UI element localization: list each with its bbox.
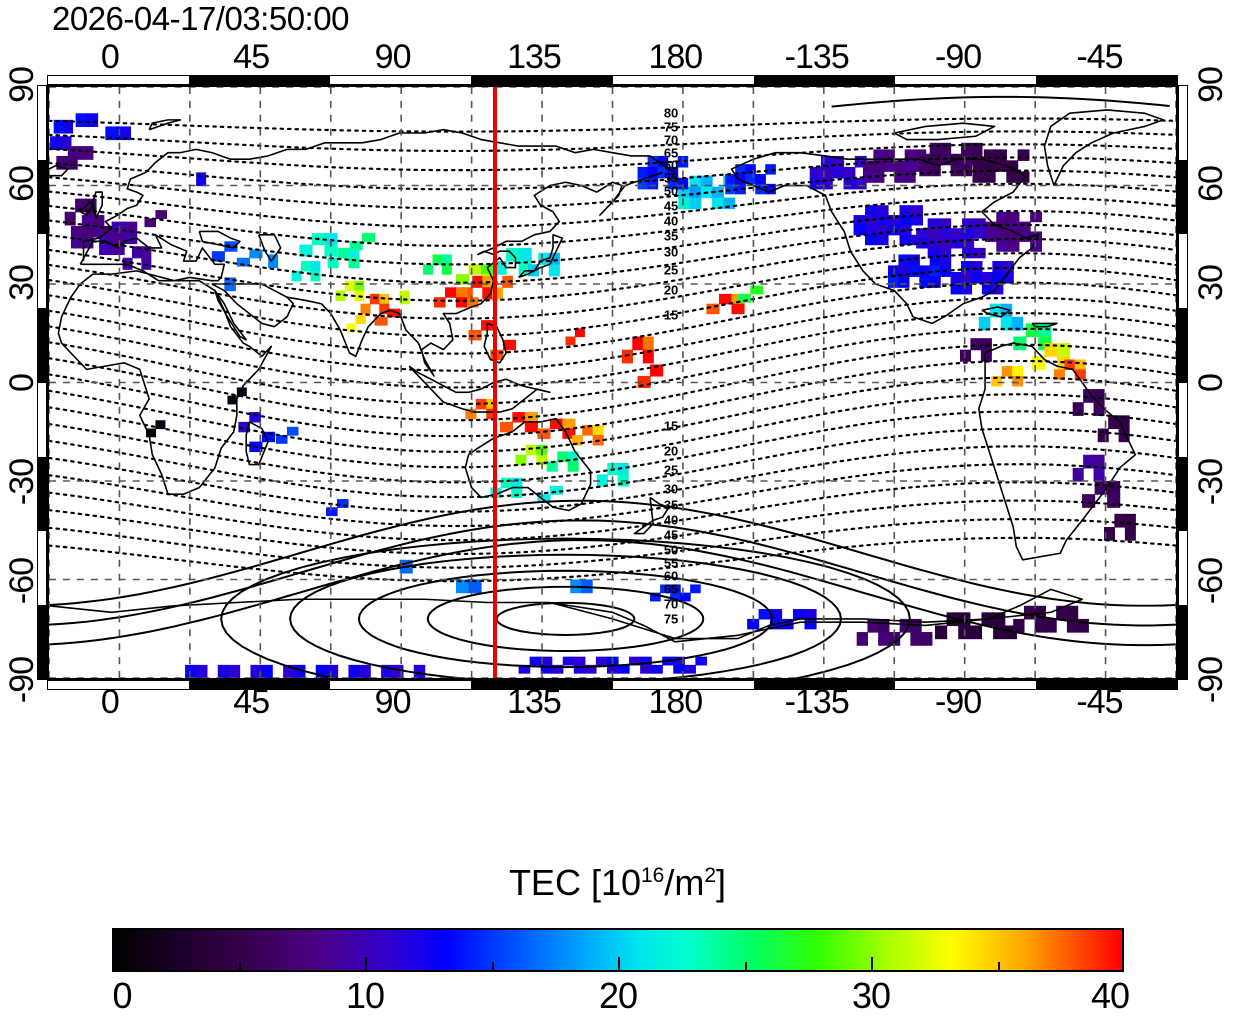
colorbar-gradient: [114, 930, 1122, 970]
geomagnetic-contour-label: 70: [663, 596, 679, 612]
longitude-tick-label: 90: [374, 683, 412, 721]
longitude-tick-label: -45: [1076, 683, 1123, 721]
geomagnetic-contour-label: 45: [663, 198, 679, 214]
geomagnetic-contour-label: 75: [663, 119, 679, 135]
longitude-tick-label: 135: [507, 38, 562, 76]
latitude-axis-left: 90 60 30 0 -30 -60 -90: [0, 0, 46, 703]
geomagnetic-contour-label: 30: [663, 481, 679, 497]
geomagnetic-contour-label: 50: [663, 183, 679, 199]
longitude-axis-bottom: 0 45 90 135 180 -135 -90 -45: [0, 682, 1235, 724]
axis-bar-bottom: [47, 680, 1178, 690]
axis-bar-top: [47, 75, 1178, 85]
latitude-tick-label: -30: [1192, 458, 1230, 505]
geomagnetic-contour-label: 15: [663, 307, 679, 323]
longitude-tick-label: 90: [374, 38, 412, 76]
latitude-tick-label: 90: [1192, 67, 1230, 103]
latitude-tick-label: 0: [1192, 373, 1230, 392]
latitude-tick-label: -60: [1192, 557, 1230, 604]
latitude-tick-label: 60: [3, 166, 41, 203]
geomagnetic-contour-label: 35: [663, 228, 679, 244]
figure-title: 2026-04-17/03:50:00: [52, 0, 349, 37]
longitude-tick-label: 0: [100, 38, 120, 76]
longitude-tick-label: -90: [935, 38, 982, 76]
geomagnetic-contour-label: 60: [663, 568, 679, 584]
geomagnetic-contour-label: 70: [663, 132, 679, 148]
latitude-tick-label: 60: [1192, 166, 1230, 203]
longitude-tick-label: 45: [233, 683, 270, 721]
graticule-layer: [49, 87, 1176, 678]
latitude-tick-label: 90: [3, 67, 41, 103]
subsolar-meridian-line: [493, 87, 498, 678]
geomagnetic-contour-label: 45: [663, 527, 679, 543]
geomagnetic-contour-label: 35: [663, 497, 679, 513]
longitude-tick-label: 180: [648, 38, 703, 76]
longitude-tick-label: -135: [784, 38, 850, 76]
geomagnetic-contour-label: 25: [663, 462, 679, 478]
latitude-tick-label: 30: [1192, 265, 1230, 302]
geomagnetic-contour-label: 65: [663, 581, 679, 597]
colorbar-tick-label: 20: [598, 975, 638, 1016]
geomagnetic-contour-label: 40: [663, 512, 679, 528]
latitude-tick-label: 30: [3, 265, 41, 302]
axis-bar-right: [1178, 85, 1188, 680]
longitude-tick-label: 0: [100, 683, 120, 721]
colorbar-tick-label: 40: [1090, 975, 1130, 1016]
geomagnetic-contour-label: 80: [663, 105, 679, 121]
latitude-tick-label: -30: [3, 458, 41, 505]
map-plot-inner: 80 75 70 65 60 55 50 45 40 35 30 25 20 15 15 20 25 30 35 40…: [49, 87, 1176, 678]
geomagnetic-contour-label: 65: [663, 145, 679, 161]
geomagnetic-contour-label: 25: [663, 262, 679, 278]
colorbar-tick-label: 30: [851, 975, 891, 1016]
geomagnetic-contour-label: 20: [663, 443, 679, 459]
colorbar-tick-label: 10: [345, 975, 385, 1016]
longitude-tick-label: 45: [233, 38, 270, 76]
geomagnetic-contour-label: 40: [663, 213, 679, 229]
map-plot-area[interactable]: 80 75 70 65 60 55 50 45 40 35 30 25 20 15 15 20 25 30 35 40…: [47, 85, 1178, 680]
longitude-tick-label: -135: [784, 683, 850, 721]
longitude-axis-top: 0 45 90 135 180 -135 -90 -45: [0, 37, 1235, 79]
longitude-tick-label: 180: [648, 683, 703, 721]
colorbar[interactable]: [112, 928, 1124, 972]
geomagnetic-contour-label: 60: [663, 157, 679, 173]
geomagnetic-contour-label: 50: [663, 542, 679, 558]
geomagnetic-contour-label: 75: [663, 611, 679, 627]
geomagnetic-contour-label: 30: [663, 244, 679, 260]
geomagnetic-contour-label: 55: [663, 170, 679, 186]
longitude-tick-label: 135: [507, 683, 562, 721]
longitude-tick-label: -90: [935, 683, 982, 721]
geomagnetic-contour-label: 20: [663, 282, 679, 298]
longitude-tick-label: -45: [1076, 38, 1123, 76]
geomagnetic-contour-label: 15: [663, 418, 679, 434]
geomagnetic-contour-label: 55: [663, 555, 679, 571]
colorbar-tick-label: 0: [112, 975, 132, 1016]
colorbar-label-group: 0 10 20 30 40: [112, 975, 1130, 1020]
axis-bar-left: [37, 85, 47, 680]
latitude-tick-label: -60: [3, 557, 41, 604]
colorbar-title: TEC [1016/m2]: [508, 862, 727, 903]
latitude-axis-right: 90 60 30 0 -30 -60 -90: [1189, 0, 1235, 703]
latitude-tick-label: 0: [3, 373, 41, 392]
